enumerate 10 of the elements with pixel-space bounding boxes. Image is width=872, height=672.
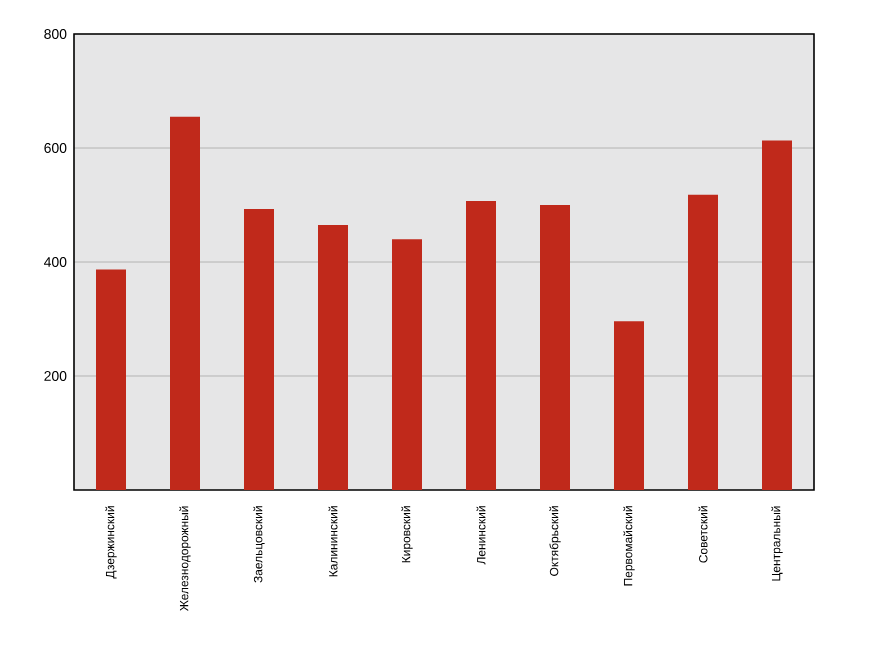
bar — [244, 209, 274, 490]
bar — [466, 201, 496, 490]
bar — [318, 224, 348, 490]
bar — [392, 239, 422, 490]
bar — [614, 321, 644, 490]
bar — [762, 140, 792, 490]
bar — [540, 205, 570, 490]
bar — [688, 194, 718, 490]
bar — [96, 269, 126, 490]
bar — [170, 116, 200, 490]
